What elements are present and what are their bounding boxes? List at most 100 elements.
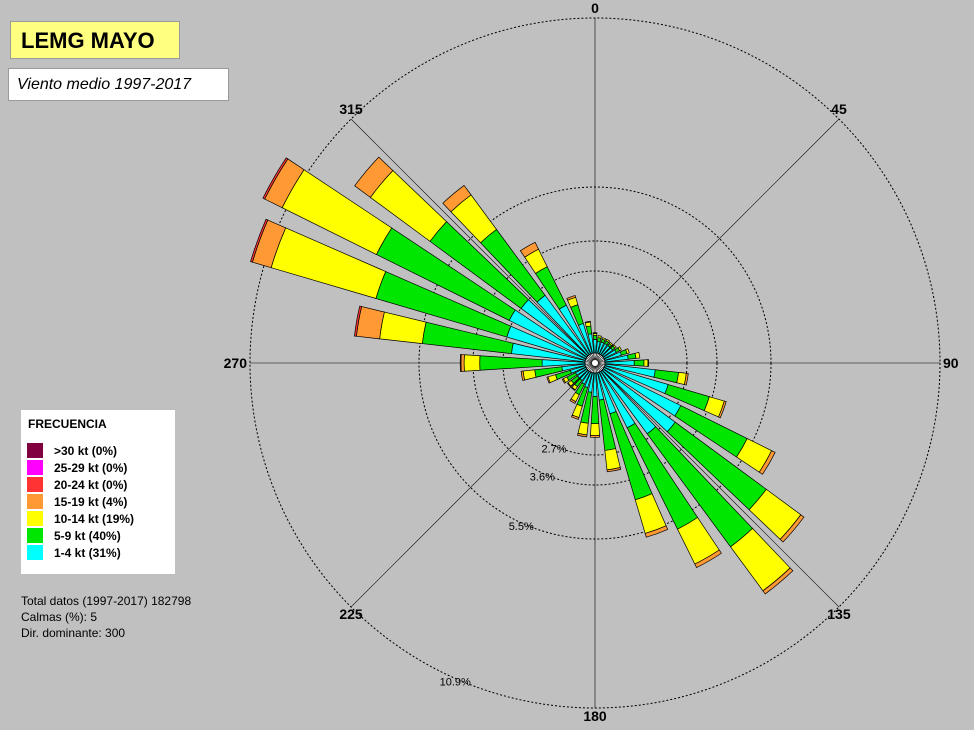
rose-segment xyxy=(262,157,289,200)
direction-label: 0 xyxy=(591,0,599,16)
rose-segment xyxy=(605,338,611,343)
rose-segment xyxy=(653,369,679,384)
rose-segment xyxy=(520,370,526,381)
rose-segment xyxy=(592,332,598,334)
rose-segment xyxy=(519,241,540,258)
direction-label: 45 xyxy=(831,101,847,117)
rose-segment xyxy=(590,423,600,436)
rose-segment xyxy=(354,305,363,337)
calm-spoke xyxy=(585,363,593,367)
legend-label: 25-29 kt (0%) xyxy=(54,461,128,475)
rose-segment xyxy=(463,354,481,372)
rose-segment xyxy=(643,359,649,367)
calm-spoke xyxy=(597,364,603,370)
chart-title: LEMG MAYO xyxy=(21,28,155,53)
stats-dominant: Dir. dominante: 300 xyxy=(21,626,126,640)
rose-segment xyxy=(647,359,650,367)
rose-segment xyxy=(459,354,462,372)
rose-segment xyxy=(569,398,577,404)
calm-spoke xyxy=(597,360,605,363)
legend-swatch xyxy=(27,511,43,526)
legend-swatch xyxy=(27,545,43,560)
calm-spoke xyxy=(597,359,605,363)
rose-segment xyxy=(683,372,689,386)
legend-swatch xyxy=(27,477,43,492)
direction-label: 135 xyxy=(827,606,851,622)
calm-spoke xyxy=(596,355,602,361)
rose-segment xyxy=(634,351,641,359)
ring-label: 2.7% xyxy=(542,444,567,456)
calm-spoke xyxy=(595,365,599,373)
calm-spoke xyxy=(596,354,601,361)
legend: FRECUENCIA >30 kt (0%) 25-29 kt (0%) 20-… xyxy=(21,410,175,574)
rose-segment xyxy=(718,400,727,419)
title-box: LEMG MAYO xyxy=(10,21,180,59)
rose-segment xyxy=(762,567,794,595)
direction-label: 270 xyxy=(224,355,248,371)
calm-spoke xyxy=(595,365,598,373)
calm-spoke xyxy=(595,353,598,361)
rose-segment xyxy=(570,386,576,392)
calm-spoke xyxy=(585,359,593,363)
calm-spoke xyxy=(596,365,601,372)
calm-spoke xyxy=(597,363,605,366)
rose-segment xyxy=(597,335,602,339)
rose-segment xyxy=(577,432,588,438)
calm-spoke xyxy=(592,353,595,361)
ring-label: 3.6% xyxy=(530,471,555,483)
chart-subtitle: Viento medio 1997-2017 xyxy=(17,76,192,93)
calm-spoke xyxy=(591,365,595,373)
legend-label: 15-19 kt (4%) xyxy=(54,495,128,509)
stats-calms: Calmas (%): 5 xyxy=(21,610,98,624)
calm-spoke xyxy=(587,356,593,362)
rose-segment xyxy=(379,311,427,345)
legend-label: 5-9 kt (40%) xyxy=(54,529,121,543)
rose-segment xyxy=(608,341,614,347)
rose-segment xyxy=(460,354,465,372)
rose-segment xyxy=(354,156,394,198)
calm-spoke xyxy=(588,355,594,361)
rose-segment xyxy=(585,325,593,335)
calm-spoke xyxy=(592,365,595,373)
rose-segment xyxy=(561,378,567,384)
calm-spoke xyxy=(585,363,593,366)
calm-spoke xyxy=(596,365,602,371)
calm-spoke xyxy=(595,353,599,361)
rose-segment xyxy=(625,348,630,355)
rose-segment xyxy=(633,359,645,367)
direction-label: 180 xyxy=(583,708,607,724)
rose-segment xyxy=(590,395,600,425)
calm-spoke xyxy=(589,354,594,361)
rose-segment xyxy=(694,549,722,569)
rose-segment xyxy=(571,414,580,420)
rose-segment xyxy=(779,514,805,543)
legend-label: 1-4 kt (31%) xyxy=(54,546,121,560)
rose-segment xyxy=(584,320,591,324)
rose-segment xyxy=(442,184,472,213)
rose-segment xyxy=(617,346,622,352)
rose-segment xyxy=(606,467,622,473)
rose-segment xyxy=(522,369,537,381)
rose-segment xyxy=(627,352,637,360)
rose-segment xyxy=(644,525,669,538)
calm-spoke xyxy=(597,364,604,369)
rose-segment xyxy=(758,450,776,475)
rose-segment xyxy=(479,355,543,371)
rose-segment xyxy=(601,337,607,341)
calm-spoke xyxy=(588,365,594,371)
calm-spoke xyxy=(597,357,604,362)
stats-total: Total datos (1997-2017) 182798 xyxy=(21,594,192,608)
ring-label: 10.9% xyxy=(440,677,471,689)
legend-label: >30 kt (0%) xyxy=(54,444,118,458)
subtitle-box: Viento medio 1997-2017 xyxy=(8,68,229,101)
calm-spoke xyxy=(591,353,595,361)
legend-swatch xyxy=(27,528,43,543)
rose-segment xyxy=(577,421,589,436)
legend-label: 10-14 kt (19%) xyxy=(54,512,135,526)
legend-title: FRECUENCIA xyxy=(28,417,107,431)
direction-label: 225 xyxy=(339,606,363,622)
legend-swatch xyxy=(27,443,43,458)
legend-label: 20-24 kt (0%) xyxy=(54,478,128,492)
rose-segment xyxy=(612,344,617,349)
rose-segment xyxy=(566,294,577,301)
